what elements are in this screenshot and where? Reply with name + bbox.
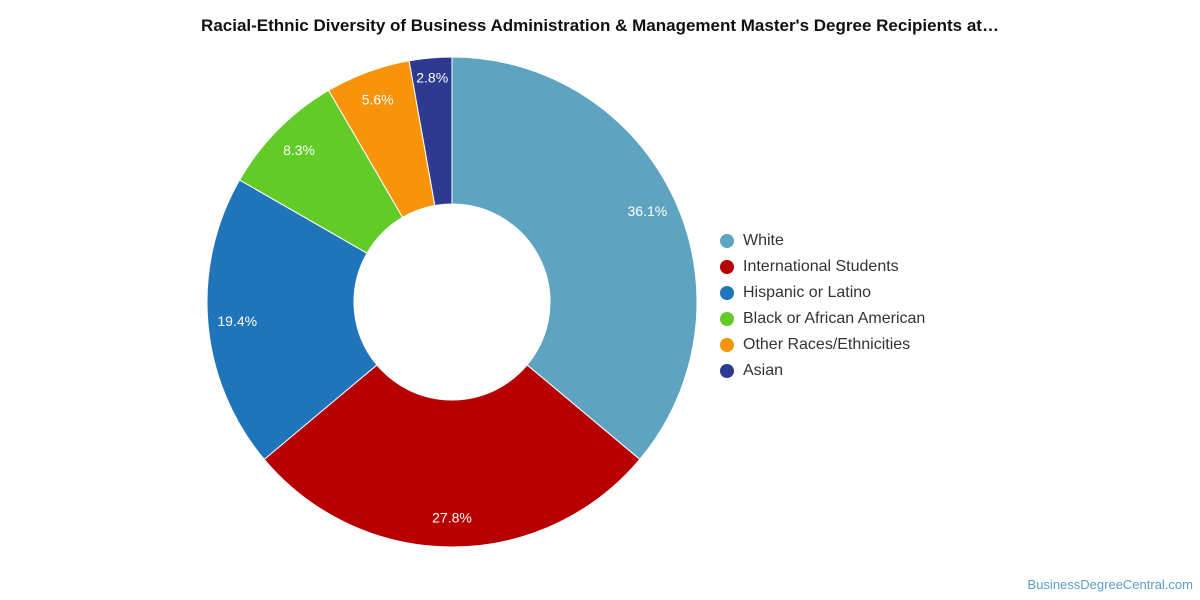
legend-item[interactable]: White — [720, 228, 925, 254]
legend-label: Hispanic or Latino — [743, 284, 872, 301]
slice-label: 2.8% — [416, 69, 448, 85]
source-credit: BusinessDegreeCentral.com — [1027, 577, 1193, 592]
slice-label: 5.6% — [362, 92, 394, 108]
slice-label: 8.3% — [283, 142, 315, 158]
legend-label: White — [743, 232, 784, 249]
slice-label: 27.8% — [432, 510, 472, 526]
legend-swatch — [720, 260, 734, 274]
slice-label: 36.1% — [628, 203, 668, 219]
legend-swatch — [720, 286, 734, 300]
legend-item[interactable]: Hispanic or Latino — [720, 280, 925, 306]
legend-label: Asian — [743, 362, 784, 379]
legend-item[interactable]: Asian — [720, 358, 925, 384]
slice-hispanic-or-latino[interactable] — [206, 179, 378, 461]
slice-international-students[interactable] — [263, 364, 641, 548]
legend-swatch — [720, 338, 734, 352]
legend-label: Other Races/Ethnicities — [743, 336, 911, 353]
legend-item[interactable]: International Students — [720, 254, 925, 280]
legend-label: International Students — [743, 258, 899, 275]
legend-label: Black or African American — [743, 310, 926, 327]
legend-swatch — [720, 312, 734, 326]
slice-label: 19.4% — [217, 313, 257, 329]
chart-legend: White International Students Hispanic or L… — [720, 228, 925, 384]
legend-swatch — [720, 364, 734, 378]
slice-white[interactable] — [451, 56, 698, 461]
legend-item[interactable]: Other Races/Ethnicities — [720, 332, 925, 358]
legend-item[interactable]: Black or African American — [720, 306, 925, 332]
legend-swatch — [720, 234, 734, 248]
slice-asian[interactable] — [408, 56, 453, 207]
chart-title: Racial-Ethnic Diversity of Business Admi… — [201, 16, 999, 35]
